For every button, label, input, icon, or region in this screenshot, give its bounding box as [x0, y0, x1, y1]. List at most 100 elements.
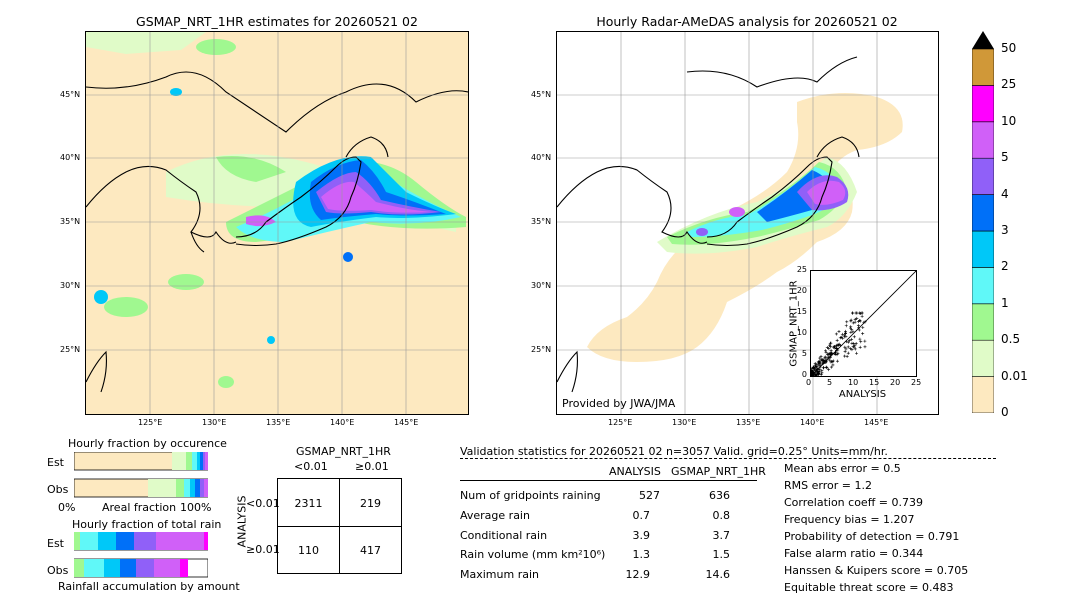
validation-header-rule: [460, 458, 996, 459]
validation-header: Validation statistics for 20260521 02 n=…: [460, 445, 888, 458]
scatter-point: [828, 358, 832, 362]
scatter-point: [835, 359, 839, 363]
val-col-rule: [460, 480, 757, 481]
right-map-title: Hourly Radar-AMeDAS analysis for 2026052…: [596, 14, 898, 29]
scatter-point: [843, 335, 847, 339]
scatter-inset: [809, 270, 917, 378]
colorbar-segment-3: [971, 267, 995, 305]
left-lon-tick-135: 135°E: [266, 418, 291, 427]
colorbar-canvas: [971, 31, 995, 414]
scatter-point: [825, 352, 829, 356]
scatter-point: [823, 359, 827, 363]
scatter-point: [819, 373, 823, 377]
scatter-point: [844, 347, 848, 351]
scatter-point: [853, 320, 857, 324]
tot-est-label: Est: [47, 537, 64, 550]
score-0: Mean abs error = 0.5: [784, 462, 901, 475]
scatter-point: [817, 361, 821, 365]
areal-left: 0%: [58, 501, 76, 514]
left-lat-tick-30: 30°N: [60, 281, 81, 290]
scatter-point: [856, 324, 860, 328]
scatter-point: [845, 354, 849, 358]
scatter-point: [859, 340, 863, 344]
scatter-point: [817, 371, 821, 375]
scatter-point: [858, 319, 862, 323]
scatter-y-tick-2: 10: [796, 328, 807, 337]
colorbar-segment-1: [971, 339, 995, 377]
scatter-point: [825, 346, 829, 350]
right-lat-tick-30: 30°N: [531, 281, 552, 290]
scatter-point: [821, 362, 825, 366]
scatter-point: [853, 317, 857, 321]
occ-est-label: Est: [47, 456, 64, 469]
right-lon-tick-135: 135°E: [736, 418, 761, 427]
colorbar-segment-0: [971, 376, 995, 414]
scatter-point: [858, 337, 862, 341]
ct-row-lt: <0.01: [246, 497, 280, 510]
scatter-point: [818, 365, 822, 369]
scatter-point: [828, 345, 832, 349]
scatter-point: [861, 325, 865, 329]
left-lon-tick-145: 145°E: [394, 418, 419, 427]
scatter-point: [860, 314, 864, 318]
tot-obs-label: Obs: [47, 564, 69, 577]
scatter-point: [811, 365, 815, 369]
left-map-canvas: [86, 32, 468, 414]
left-coastlines: [86, 71, 468, 393]
val-col-gsmap: GSMAP_NRT_1HR: [671, 465, 766, 478]
areal-mid: Areal fraction: [102, 501, 177, 514]
scatter-point: [818, 364, 822, 368]
scatter-point: [813, 368, 817, 372]
val-row-label-2: Conditional rain: [460, 529, 548, 542]
scatter-y-tick-4: 20: [796, 286, 807, 295]
ct-cell-hit: 417: [360, 544, 381, 557]
right-lat-tick-40: 40°N: [531, 153, 552, 162]
scatter-point: [832, 345, 836, 349]
score-4: Probability of detection = 0.791: [784, 530, 960, 543]
colorbar-label-6: 4: [1001, 186, 1009, 201]
scatter-point: [844, 331, 848, 335]
scatter-point: [854, 341, 858, 345]
scatter-point: [822, 366, 826, 370]
scatter-point: [858, 345, 862, 349]
val-row-analysis-0: 527: [639, 489, 660, 502]
scatter-point: [863, 320, 867, 324]
val-row-gsmap-2: 3.7: [712, 529, 731, 542]
colorbar-label-0: 0: [1001, 405, 1009, 419]
scatter-point: [835, 346, 839, 350]
colorbar-segment-9: [971, 48, 995, 86]
scatter-point: [818, 359, 822, 363]
left-lat-tick-25: 25°N: [60, 345, 81, 354]
scatter-point: [863, 345, 867, 349]
scatter-point: [843, 345, 847, 349]
left-lat-tick-45: 45°N: [60, 90, 81, 99]
scatter-point: [834, 350, 838, 354]
scatter-point: [835, 343, 839, 347]
scatter-point: [849, 318, 853, 322]
right-lon-tick-130: 130°E: [672, 418, 697, 427]
score-6: Hanssen & Kuipers score = 0.705: [784, 564, 969, 577]
scatter-point: [843, 350, 847, 354]
ct-col-ge: ≥0.01: [355, 460, 389, 473]
ct-cell-hit-neg: 2311: [294, 497, 323, 510]
colorbar-label-7: 5: [1001, 150, 1009, 165]
val-row-label-1: Average rain: [460, 509, 530, 522]
scatter-point: [820, 369, 824, 373]
scatter-y-tick-1: 5: [801, 349, 807, 358]
val-row-label-4: Maximum rain: [460, 568, 539, 581]
scatter-point: [861, 332, 865, 336]
scatter-y-tick-5: 25: [796, 265, 807, 274]
total-title: Hourly fraction of total rain: [72, 518, 222, 531]
right-lat-tick-25: 25°N: [531, 345, 552, 354]
scatter-point: [844, 340, 848, 344]
scatter-point: [846, 345, 850, 349]
scatter-x-tick-3: 15: [869, 378, 880, 387]
colorbar-label-2: 0.5: [1001, 332, 1021, 347]
scatter-point: [831, 363, 835, 367]
scatter-y-tick-3: 15: [796, 307, 807, 316]
scatter-point: [824, 365, 828, 369]
colorbar-label-4: 2: [1001, 259, 1009, 274]
colorbar-label-8: 10: [1001, 113, 1017, 128]
accumulation-footer: Rainfall accumulation by amount: [58, 580, 240, 593]
scatter-x-tick-4: 20: [890, 378, 901, 387]
